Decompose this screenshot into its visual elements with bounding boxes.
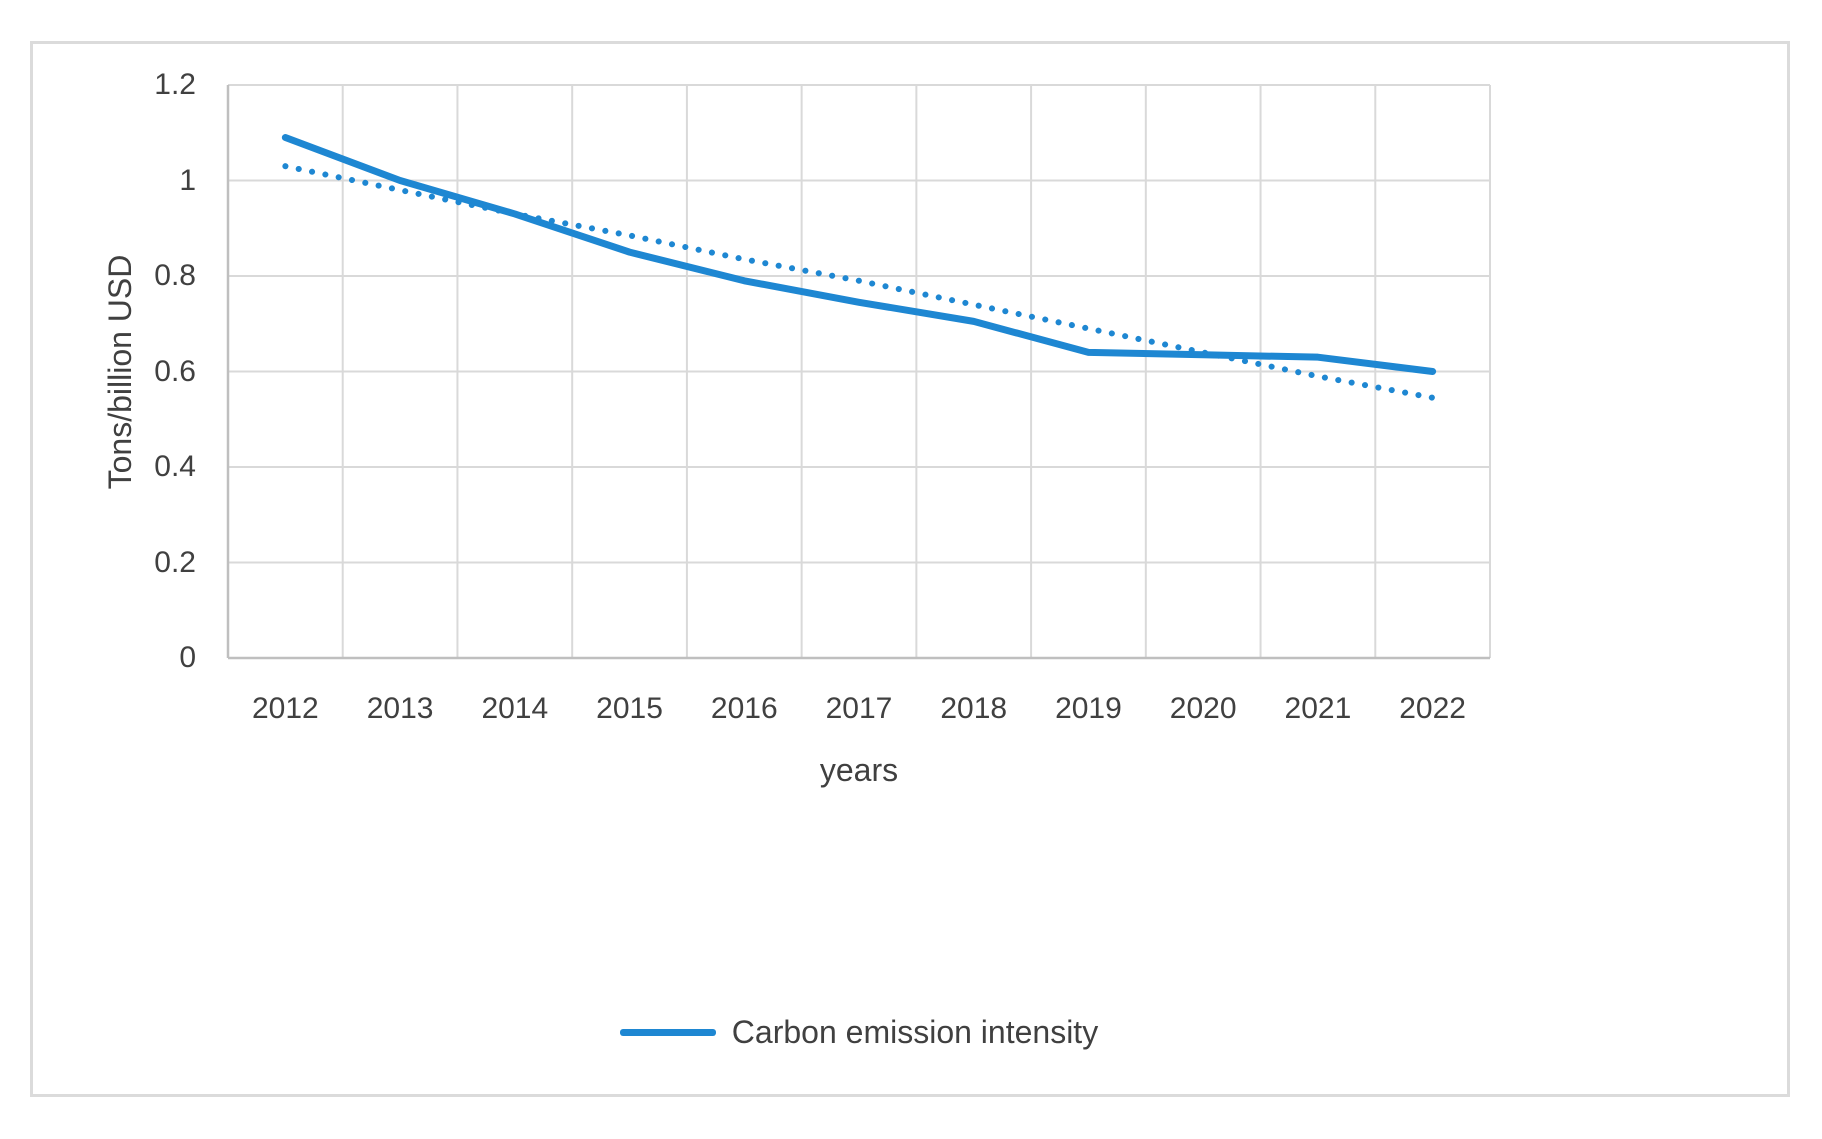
x-axis-title: years	[819, 752, 899, 788]
y-axis-title: Tons/billion USD	[102, 254, 138, 490]
trendline-dotted-line	[282, 163, 1436, 401]
legend-line-swatch	[619, 1028, 716, 1036]
x-tick-label: 2014	[481, 692, 549, 725]
y-tick-label: 0.4	[154, 450, 196, 483]
x-tick-label: 2012	[251, 692, 319, 725]
legend: Carbon emission intensity	[228, 1010, 1490, 1054]
y-tick-label: 1.2	[154, 68, 196, 101]
y-tick-label: 0	[179, 641, 196, 674]
axis-lines-group	[226, 85, 1490, 660]
x-tick-label: 2013	[366, 692, 434, 725]
x-tick-label: 2021	[1284, 692, 1352, 725]
x-tick-label: 2020	[1169, 692, 1237, 725]
x-tick-label: 2019	[1055, 692, 1122, 725]
y-tick-label: 0.6	[154, 354, 196, 388]
y-tick-label: 1	[179, 163, 196, 197]
x-tick-label: 2018	[940, 692, 1008, 725]
y-tick-label: 0.8	[154, 259, 196, 292]
chart-frame	[30, 41, 1790, 1097]
legend-label: Carbon emission intensity	[731, 1013, 1099, 1050]
series-group	[281, 134, 1437, 401]
x-tick-label: 2015	[596, 692, 663, 725]
x-tick-label: 2017	[825, 692, 893, 725]
y-tick-label: 0.2	[154, 545, 196, 579]
x-tick-label: 2022	[1399, 692, 1466, 725]
carbon-emission-intensity-line	[281, 134, 1437, 375]
x-tick-label: 2016	[710, 692, 778, 725]
